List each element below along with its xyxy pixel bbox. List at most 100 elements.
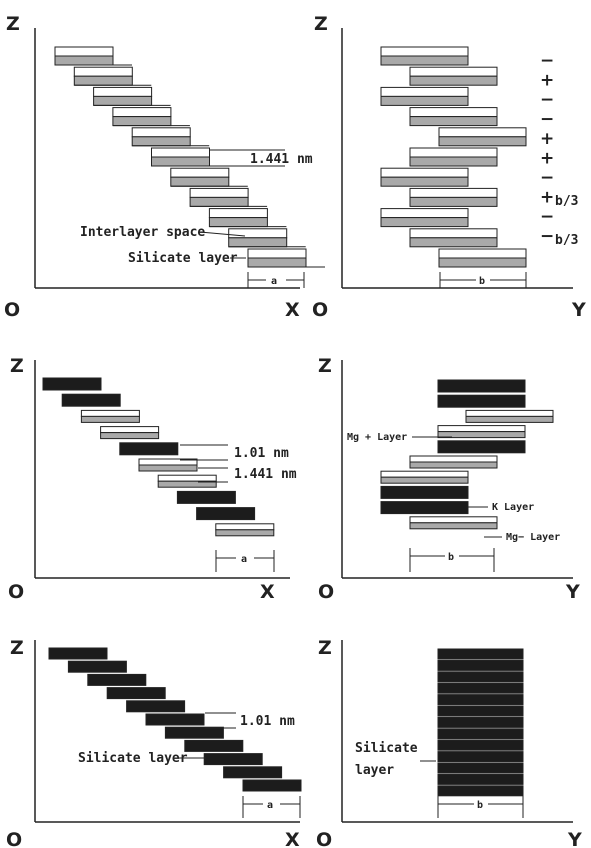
axis-label-z: Z [318, 355, 332, 377]
mg-plus-layer-label: Mg + Layer [347, 432, 407, 443]
silicate-sheet-top [100, 426, 160, 434]
silicate-sheet-bottom [100, 432, 160, 440]
layer-stack [380, 46, 527, 268]
panel-2: Z O Y −+−−++−+−− b/3 b/3 b [312, 13, 586, 321]
silicate-sheet-top [380, 208, 469, 219]
dark-layer [437, 659, 524, 671]
silicate-sheet-top [380, 86, 469, 97]
panel-1: Z O X 1.441 nm Interlayer space Silicate… [4, 13, 325, 321]
silicate-sheet-bottom [215, 529, 275, 537]
silicate-sheet-bottom [247, 257, 307, 268]
axis-label-origin: O [8, 581, 24, 603]
panel-3: Z O X 1.01 nm 1.441 nm a [8, 355, 297, 603]
silicate-sheet-bottom [409, 196, 498, 207]
stacking-sign: − [540, 227, 554, 247]
dark-layer [42, 377, 102, 391]
axis-label-z: Z [10, 637, 24, 659]
dark-layer [437, 648, 524, 660]
silicate-sheet-top [157, 474, 217, 482]
silicate-layer-label: Silicate layer [78, 751, 188, 766]
silicate-sheet-top [208, 208, 268, 219]
spacing-label: 1.441 nm [250, 152, 313, 167]
silicate-sheet-top [409, 455, 498, 463]
dark-layer [126, 700, 186, 713]
silicate-sheet-top [409, 228, 498, 239]
silicate-sheet-bottom [438, 257, 527, 268]
spacing-label: 1.01 nm [240, 714, 295, 729]
silicate-sheet-bottom [409, 461, 498, 469]
dark-layer [106, 687, 166, 700]
unit-cell-label: b [448, 552, 454, 563]
silicate-sheet-top [73, 66, 133, 77]
panel-6: Z O Y Silicate layer b [316, 637, 582, 848]
axis-label-x: X [285, 829, 300, 848]
axis-label-origin: O [318, 581, 334, 603]
axis-label-z: Z [10, 355, 24, 377]
dark-layer [380, 485, 469, 499]
silicate-sheet-top [170, 167, 230, 178]
unit-cell-label: a [267, 800, 273, 811]
silicate-sheet-bottom [228, 237, 288, 248]
stacking-sign: − [540, 207, 554, 227]
silicate-sheet-bottom [380, 95, 469, 106]
dark-layer [437, 739, 524, 751]
axis-label-x: X [285, 299, 300, 321]
dark-layer [437, 705, 524, 717]
silicate-sheet-bottom [80, 415, 140, 423]
dark-layer [437, 728, 524, 740]
layer-stack [48, 647, 302, 792]
spacing-label-1: 1.01 nm [234, 446, 289, 461]
unit-cell-label: b [479, 276, 485, 287]
axis-label-y: Y [567, 829, 582, 848]
silicate-sheet-top [247, 248, 307, 259]
annotations: 1.441 nm Interlayer space Silicate layer… [80, 149, 313, 288]
silicate-sheet-top [228, 228, 288, 239]
silicate-sheet-bottom [112, 116, 172, 127]
axis-label-origin: O [6, 829, 22, 848]
silicate-sheet-top [380, 470, 469, 478]
silicate-sheet-bottom [93, 95, 153, 106]
silicate-sheet-bottom [438, 136, 527, 147]
dark-layer [176, 490, 236, 504]
silicate-sheet-top [380, 46, 469, 57]
k-layer-label: K Layer [492, 502, 534, 513]
stacking-sign: + [540, 71, 554, 91]
stacking-sign: − [540, 51, 554, 71]
silicate-sheet-bottom [380, 217, 469, 228]
silicate-sheet-top [409, 66, 498, 77]
stacking-signs: −+−−++−+−− [540, 51, 554, 247]
silicate-sheet-top [438, 248, 527, 259]
silicate-sheet-bottom [409, 75, 498, 86]
silicate-sheet-bottom [131, 136, 191, 147]
axis-label-x: X [260, 581, 275, 603]
dark-layer [437, 694, 524, 706]
axis-label-origin: O [4, 299, 20, 321]
silicate-label-line-1: Silicate [355, 741, 418, 756]
dark-layer [67, 660, 127, 673]
stacking-sign: − [540, 90, 554, 110]
stacking-sign: + [540, 188, 554, 208]
b3-minus-label: b/3 [555, 233, 578, 248]
dark-layer [184, 739, 244, 752]
silicate-sheet-bottom [151, 156, 210, 167]
unit-cell-label: a [241, 554, 247, 565]
silicate-sheet-bottom [54, 55, 114, 66]
dark-layer [437, 671, 524, 683]
dark-layer [145, 713, 205, 726]
silicate-sheet-bottom [409, 237, 498, 248]
silicate-sheet-top [438, 127, 527, 138]
dark-layer [164, 726, 224, 739]
silicate-sheet-top [151, 147, 210, 158]
axis-label-z: Z [318, 637, 332, 659]
silicate-sheet-bottom [157, 480, 217, 488]
dark-layer [203, 753, 263, 766]
silicate-sheet-top [215, 523, 275, 531]
panel-4: Z O Y Mg + Layer K Layer Mg− Layer b [318, 355, 580, 603]
silicate-sheet-top [409, 107, 498, 118]
dark-layer [437, 785, 524, 797]
silicate-sheet-top [409, 147, 498, 158]
unit-cell-label: b [477, 800, 483, 811]
dark-layer [437, 440, 526, 454]
b3-plus-label: b/3 [555, 194, 578, 209]
